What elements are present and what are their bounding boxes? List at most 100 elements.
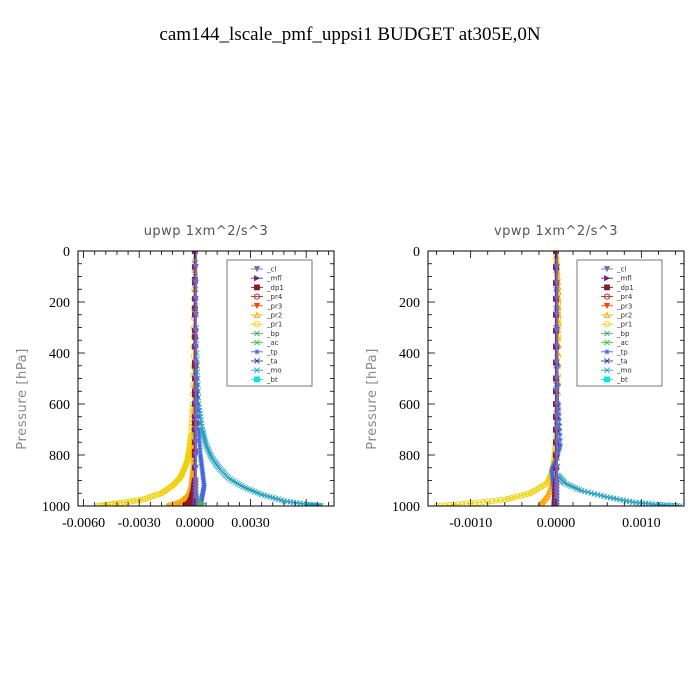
legend-item-dp1: _dp1 xyxy=(601,284,634,292)
legend-item-tp: _tp xyxy=(601,348,628,356)
data-point xyxy=(555,382,561,388)
legend-box xyxy=(576,259,663,387)
legend-marker xyxy=(603,293,611,300)
legend-marker xyxy=(253,266,261,273)
legend-marker xyxy=(254,284,260,291)
data-point xyxy=(120,499,127,506)
data-point xyxy=(556,421,563,427)
legend-marker xyxy=(604,275,611,282)
data-point xyxy=(192,426,199,433)
data-point xyxy=(553,375,560,382)
legend-item-bp: _bp xyxy=(251,330,280,338)
legend-item-cl: _cl xyxy=(251,266,276,274)
figure-title: cam144_lscale_pmf_uppsi1 BUDGET at305E,0… xyxy=(159,24,540,45)
legend-label: _ac xyxy=(266,339,279,347)
legend-label: _dp1 xyxy=(616,284,634,292)
x-tick-label: 0.0000 xyxy=(176,516,215,531)
data-point xyxy=(527,490,534,497)
data-point xyxy=(446,501,453,506)
legend-label: _tp xyxy=(266,348,278,356)
data-point xyxy=(203,441,209,448)
legend-marker xyxy=(604,284,610,291)
data-point xyxy=(660,502,667,506)
legend-item-pr1: _pr1 xyxy=(601,321,632,329)
data-point xyxy=(192,480,199,487)
data-point xyxy=(197,442,203,449)
legend-item-mfl: _mfl xyxy=(601,275,632,283)
data-point xyxy=(553,295,560,303)
data-point xyxy=(199,503,206,506)
data-point xyxy=(159,489,166,496)
data-point xyxy=(553,343,560,350)
data-point xyxy=(204,445,211,451)
legend-label: _ta xyxy=(616,358,628,366)
data-point xyxy=(192,375,199,382)
data-point xyxy=(658,501,664,506)
legend-item-pr3: _pr3 xyxy=(251,302,282,310)
legend-marker xyxy=(253,293,261,300)
y-axis-label: Pressure [hPa] xyxy=(365,348,380,450)
data-point xyxy=(553,311,560,319)
data-point xyxy=(517,492,524,499)
legend-box xyxy=(226,259,313,387)
x-tick-label: -0.0030 xyxy=(118,516,161,531)
legend-item-pr4: _pr4 xyxy=(601,293,633,301)
data-point xyxy=(553,439,560,446)
data-point xyxy=(192,327,199,334)
data-point xyxy=(553,477,560,484)
data-point xyxy=(192,388,199,395)
data-point xyxy=(553,480,560,487)
data-point xyxy=(194,395,201,401)
data-point xyxy=(136,497,143,504)
data-point xyxy=(205,448,212,455)
data-point xyxy=(556,447,562,454)
data-point xyxy=(318,503,324,506)
legend-label: _cl xyxy=(266,266,276,274)
data-point xyxy=(207,453,214,459)
legend-marker xyxy=(603,311,611,319)
y-tick-label: 800 xyxy=(399,449,420,464)
data-point xyxy=(508,494,515,502)
legend-label: _mo xyxy=(616,367,632,375)
legend-item-pr1: _pr1 xyxy=(251,321,282,329)
legend-label: _pr3 xyxy=(616,302,632,310)
data-point xyxy=(169,500,175,506)
plot-area xyxy=(95,251,324,506)
legend: _cl_mfl_dp1_pr4_pr3_pr2_pr1_bp_ac_tp_ta_… xyxy=(576,259,663,387)
legend-marker xyxy=(253,321,261,328)
data-point xyxy=(130,498,137,505)
data-point xyxy=(192,401,199,408)
legend-label: _pr1 xyxy=(616,321,632,329)
data-point xyxy=(192,483,199,491)
data-point xyxy=(203,443,210,450)
legend-item-ta: _ta xyxy=(601,358,628,366)
legend-label: _tp xyxy=(616,348,628,356)
data-point xyxy=(553,279,560,287)
data-point xyxy=(557,437,563,443)
data-point xyxy=(504,495,512,502)
data-point xyxy=(192,279,199,287)
data-point xyxy=(551,461,557,467)
legend-marker xyxy=(254,339,260,346)
legend-marker xyxy=(254,358,260,364)
data-point xyxy=(553,264,560,271)
legend-marker xyxy=(603,321,611,328)
y-axis-label: Pressure [hPa] xyxy=(15,348,30,450)
panel-title: vpwp 1xm^2/s^3 xyxy=(494,224,618,239)
data-point xyxy=(553,401,560,408)
data-point xyxy=(497,497,504,504)
legend-item-bt: _bt xyxy=(601,376,628,384)
data-point xyxy=(511,494,518,501)
data-point xyxy=(480,498,487,506)
data-point xyxy=(553,493,560,500)
legend-item-ac: _ac xyxy=(251,339,279,347)
data-point xyxy=(205,446,212,453)
data-point xyxy=(206,449,213,456)
data-point xyxy=(192,359,199,366)
legend-item-pr3: _pr3 xyxy=(601,302,632,310)
legend-marker xyxy=(604,367,610,374)
data-point xyxy=(556,416,562,422)
data-point xyxy=(192,490,199,497)
data-point xyxy=(192,452,199,459)
